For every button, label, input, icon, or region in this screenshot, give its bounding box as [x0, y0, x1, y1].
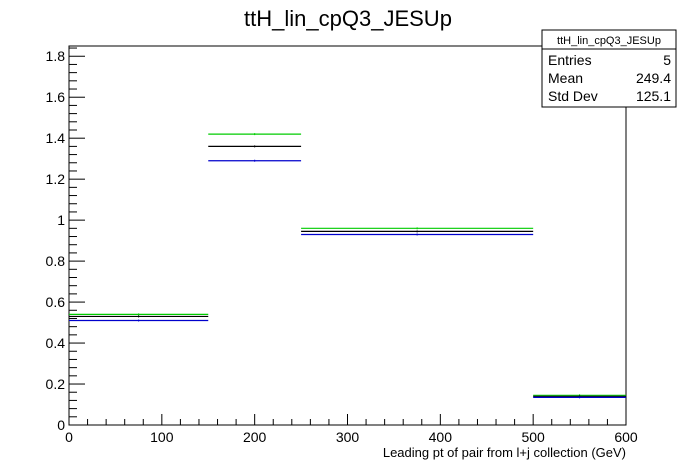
chart-title: ttH_lin_cpQ3_JESUp [244, 6, 452, 31]
y-tick-label: 1.2 [46, 171, 66, 187]
y-tick-label: 0 [57, 417, 65, 433]
x-tick-label: 400 [429, 429, 453, 445]
stats-box-title: ttH_lin_cpQ3_JESUp [557, 35, 661, 47]
y-tick-label: 1.6 [46, 89, 66, 105]
stats-label-stddev: Std Dev [548, 88, 598, 104]
x-axis: 0 100 200 300 400 500 600 [65, 414, 638, 445]
y-tick-label: 0.2 [46, 376, 66, 392]
x-axis-label: Leading pt of pair from l+j collection (… [383, 445, 626, 460]
series-1 [69, 145, 626, 398]
stats-value-mean: 249.4 [636, 70, 671, 86]
stats-label-entries: Entries [548, 52, 592, 68]
y-tick-label: 1.8 [46, 48, 66, 64]
x-tick-label: 200 [243, 429, 267, 445]
series-layer [69, 133, 626, 399]
y-tick-label: 1.4 [46, 130, 66, 146]
x-tick-label: 300 [336, 429, 360, 445]
x-tick-label: 0 [65, 429, 73, 445]
stats-box-frame [541, 29, 677, 108]
stats-label-mean: Mean [548, 70, 583, 86]
y-tick-label: 0.6 [46, 294, 66, 310]
series-0 [69, 133, 626, 397]
x-tick-label: 100 [150, 429, 174, 445]
stats-box: ttH_lin_cpQ3_JESUp Entries 5 Mean 249.4 … [541, 29, 677, 108]
series-2 [69, 159, 626, 399]
y-tick-label: 0.8 [46, 253, 66, 269]
x-tick-label: 500 [521, 429, 545, 445]
y-tick-label: 0.4 [46, 335, 66, 351]
y-tick-label: 1 [57, 212, 65, 228]
stats-value-stddev: 125.1 [636, 88, 671, 104]
x-tick-label: 600 [614, 429, 638, 445]
stats-value-entries: 5 [663, 52, 671, 68]
y-axis: 0 0.2 0.4 0.6 0.8 1 1.2 1.4 1.6 1.8 [46, 47, 85, 433]
